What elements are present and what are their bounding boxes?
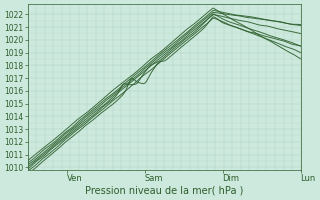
X-axis label: Pression niveau de la mer( hPa ): Pression niveau de la mer( hPa ) <box>85 186 243 196</box>
